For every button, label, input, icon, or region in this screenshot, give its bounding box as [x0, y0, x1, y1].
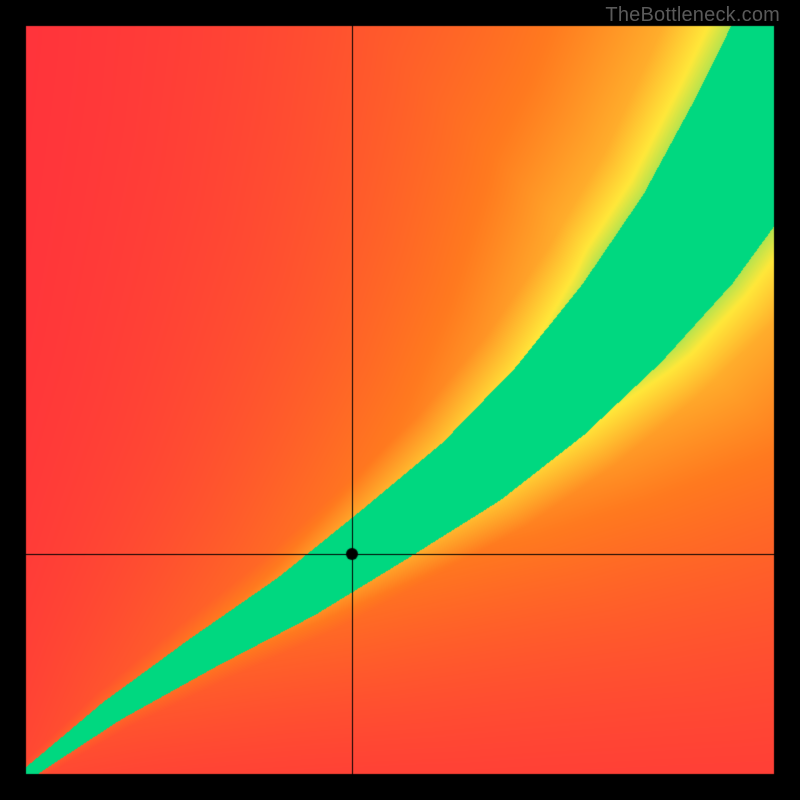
heatmap-canvas: [0, 0, 800, 800]
watermark-text: TheBottleneck.com: [605, 4, 780, 27]
chart-container: TheBottleneck.com: [0, 0, 800, 800]
